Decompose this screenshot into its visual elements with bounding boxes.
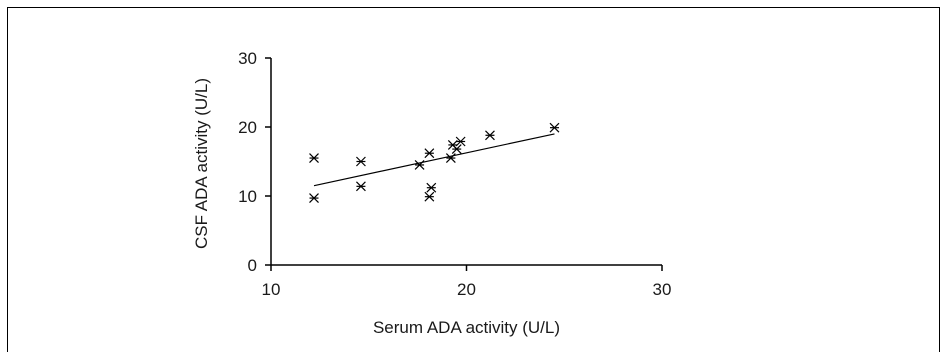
data-point: [445, 153, 456, 163]
data-point: [485, 130, 495, 141]
y-tick-label: 0: [248, 256, 257, 275]
y-tick-label: 30: [238, 49, 257, 68]
data-point: [356, 181, 366, 192]
x-tick-label: 30: [653, 280, 672, 299]
data-point: [356, 156, 366, 167]
data-point: [424, 148, 435, 159]
trendline-group: [313, 133, 555, 187]
data-point: [451, 144, 462, 155]
x-tick-label: 10: [262, 280, 281, 299]
axes: [270, 58, 662, 266]
data-point: [309, 193, 319, 203]
y-tick-label: 10: [238, 187, 257, 206]
data-point: [455, 136, 466, 147]
data-point: [309, 153, 319, 163]
y-ticks: 0 10 20 30: [238, 49, 271, 275]
y-tick-label: 20: [238, 118, 257, 137]
data-point: [424, 191, 435, 202]
x-axis-title: Serum ADA activity (U/L): [373, 318, 560, 337]
data-point: [414, 160, 425, 170]
data-point: [426, 182, 437, 193]
trendline: [313, 133, 555, 187]
y-axis-title: CSF ADA activity (U/L): [192, 78, 211, 249]
figure-frame: [7, 7, 940, 352]
x-ticks: 10 20 30: [262, 265, 672, 299]
data-point: [549, 122, 560, 133]
x-tick-label: 20: [457, 280, 476, 299]
data-points: [309, 122, 560, 203]
